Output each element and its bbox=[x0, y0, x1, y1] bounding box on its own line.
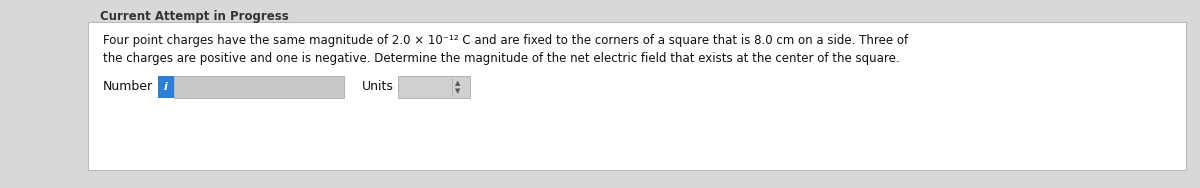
Text: ▼: ▼ bbox=[455, 88, 461, 94]
Text: Units: Units bbox=[362, 80, 394, 93]
Text: i: i bbox=[164, 82, 168, 92]
Text: the charges are positive and one is negative. Determine the magnitude of the net: the charges are positive and one is nega… bbox=[103, 52, 900, 65]
Text: Four point charges have the same magnitude of 2.0 × 10⁻¹² C and are fixed to the: Four point charges have the same magnitu… bbox=[103, 34, 908, 47]
Bar bbox=[88, 22, 1186, 170]
Text: Number: Number bbox=[103, 80, 154, 93]
Text: Current Attempt in Progress: Current Attempt in Progress bbox=[100, 10, 289, 23]
Text: ▲: ▲ bbox=[455, 80, 461, 86]
Bar bbox=[174, 76, 344, 98]
Bar bbox=[158, 76, 174, 98]
Bar bbox=[398, 76, 470, 98]
